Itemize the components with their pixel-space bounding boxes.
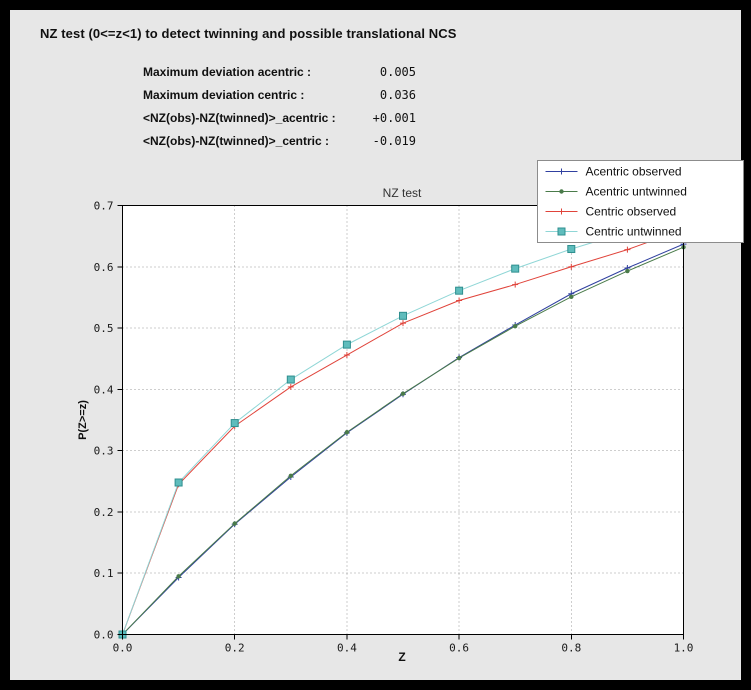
legend-item-centric-observed: Centric observed <box>545 205 677 219</box>
plot-frame <box>122 205 684 635</box>
stat-value: +0.001 <box>372 111 416 125</box>
stat-label: <NZ(obs)-NZ(twinned)>_centric : <box>143 134 330 148</box>
x-tick-label: 0.8 <box>561 642 581 655</box>
plot-background <box>122 205 684 635</box>
tick-labels: 0.0 0.2 0.4 0.6 0.8 1.0 0.0 0.1 0.2 0.3 0.4 0.5 0.6 0… <box>94 200 694 655</box>
legend-item-centric-untwinned: Centric untwinned <box>545 225 682 239</box>
x-axis-label: Z <box>398 650 405 664</box>
legend-item-acentric-observed: Acentric observed <box>545 165 682 179</box>
stat-row: Maximum deviation centric : 0.036 <box>143 83 416 106</box>
axis-ticks <box>117 205 684 640</box>
stat-value: 0.036 <box>379 88 416 102</box>
y-tick-label: 0.2 <box>94 506 114 519</box>
stat-row: <NZ(obs)-NZ(twinned)>_centric : -0.019 <box>143 129 416 152</box>
stat-label: Maximum deviation centric : <box>143 88 305 102</box>
x-tick-label: 1.0 <box>674 642 694 655</box>
y-tick-label: 0.5 <box>94 322 114 335</box>
legend: Acentric observed Acentric untwinned Centr… <box>537 160 744 243</box>
y-tick-label: 0.7 <box>94 200 114 213</box>
y-axis-label: P(Z>=z) <box>77 400 89 440</box>
legend-label: Acentric untwinned <box>586 185 687 199</box>
legend-label: Centric untwinned <box>586 225 682 239</box>
y-tick-label: 0.0 <box>94 629 114 642</box>
stat-label: Maximum deviation acentric : <box>143 65 312 79</box>
legend-box <box>537 160 744 243</box>
stats-block: Maximum deviation acentric :0.005 Maximum… <box>143 60 416 152</box>
gridlines <box>122 205 684 635</box>
y-tick-label: 0.3 <box>94 445 114 458</box>
stat-row: <NZ(obs)-NZ(twinned)>_acentric : +0.001 <box>143 106 416 129</box>
legend-item-acentric-untwinned: Acentric untwinned <box>545 185 687 199</box>
stat-label: <NZ(obs)-NZ(twinned)>_acentric : <box>143 111 336 125</box>
chart-title: NZ test <box>383 186 422 200</box>
y-tick-label: 0.4 <box>94 383 114 396</box>
stat-row: Maximum deviation acentric : 0.005 <box>143 60 416 83</box>
legend-label: Centric observed <box>586 205 677 219</box>
x-tick-label: 0.4 <box>337 642 357 655</box>
page-title: NZ test (0<=z<1) to detect twinning and … <box>40 26 457 41</box>
y-tick-label: 0.1 <box>94 567 114 580</box>
x-tick-label: 0.6 <box>449 642 469 655</box>
stat-value: -0.019 <box>372 134 416 148</box>
x-tick-label: 0.0 <box>113 642 133 655</box>
stat-value: 0.005 <box>379 65 416 79</box>
legend-label: Acentric observed <box>586 165 682 179</box>
x-tick-label: 0.2 <box>225 642 245 655</box>
y-tick-label: 0.6 <box>94 261 114 274</box>
